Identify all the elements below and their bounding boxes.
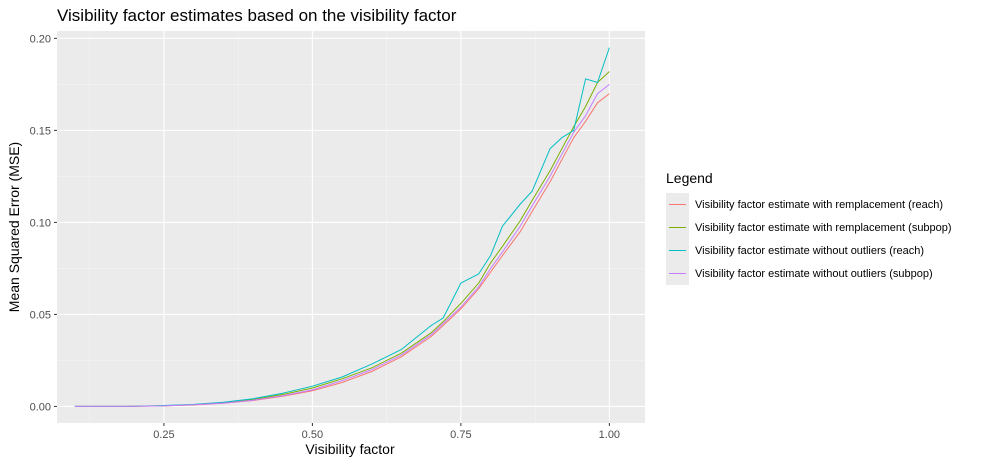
- legend-swatch-2: [669, 227, 686, 228]
- x-axis-ticks: 0.25 0.50 0.75 1.00: [153, 423, 620, 441]
- legend-label-4: Visibility factor estimate without outli…: [695, 267, 933, 280]
- legend-key-1: [666, 193, 689, 216]
- y-axis-label: Mean Squared Error (MSE): [6, 142, 22, 312]
- legend-item-2: Visibility factor estimate with remplace…: [666, 216, 952, 239]
- legend-key-2: [666, 216, 689, 239]
- x-tick-label: 0.25: [153, 429, 174, 441]
- legend-title: Legend: [666, 170, 713, 186]
- legend-swatch-3: [669, 250, 686, 251]
- legend-swatch-4: [669, 273, 686, 274]
- chart-title: Visibility factor estimates based on the…: [57, 6, 457, 25]
- series-line-4: [74, 84, 610, 407]
- legend-item-3: Visibility factor estimate without outli…: [666, 239, 952, 262]
- y-tick-label: 0.10: [30, 217, 51, 229]
- legend-item-4: Visibility factor estimate without outli…: [666, 262, 952, 285]
- minor-gridlines: [57, 31, 645, 423]
- major-gridlines: [57, 31, 645, 423]
- x-axis-label: Visibility factor: [305, 441, 395, 457]
- legend-key-3: [666, 239, 689, 262]
- legend: Legend Visibility factor estimate with r…: [666, 170, 952, 285]
- x-tick-label: 1.00: [599, 429, 620, 441]
- y-tick-label: 0.00: [30, 401, 51, 413]
- plot-panel: [57, 31, 645, 423]
- series-lines: [74, 47, 610, 407]
- legend-item-1: Visibility factor estimate with remplace…: [666, 193, 952, 216]
- y-tick-label: 0.15: [30, 125, 51, 137]
- x-tick-label: 0.75: [450, 429, 471, 441]
- y-tick-label: 0.05: [30, 309, 51, 321]
- legend-label-3: Visibility factor estimate without outli…: [695, 244, 925, 257]
- legend-swatch-1: [669, 204, 686, 205]
- legend-label-2: Visibility factor estimate with remplace…: [695, 221, 952, 234]
- y-tick-label: 0.20: [30, 33, 51, 45]
- y-axis-ticks: 0.00 0.05 0.10 0.15 0.20: [30, 33, 57, 413]
- legend-items: Visibility factor estimate with remplace…: [666, 193, 952, 285]
- x-tick-label: 0.50: [302, 429, 323, 441]
- legend-label-1: Visibility factor estimate with remplace…: [695, 198, 943, 211]
- legend-key-4: [666, 262, 689, 285]
